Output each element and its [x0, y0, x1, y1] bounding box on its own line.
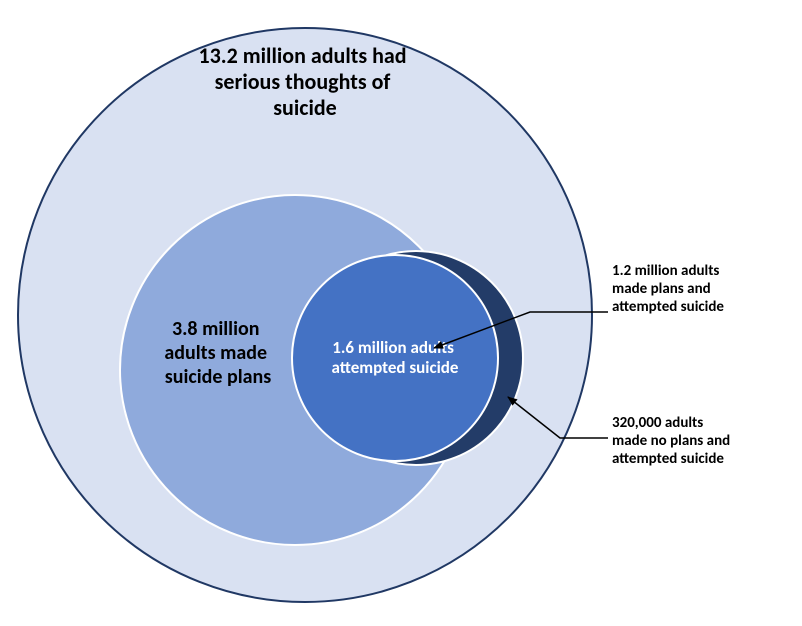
callout2-text: 320,000 adults made no plans and attempt…: [612, 414, 734, 468]
callout1-text: 1.2 million adults made plans and attemp…: [612, 262, 724, 316]
attempted-label: 1.6 million adults attempted suicide: [332, 337, 459, 378]
plans-label: 3.8 million adults made suicide plans: [164, 317, 271, 389]
venn-diagram: 13.2 million adults had serious thoughts…: [0, 0, 802, 626]
